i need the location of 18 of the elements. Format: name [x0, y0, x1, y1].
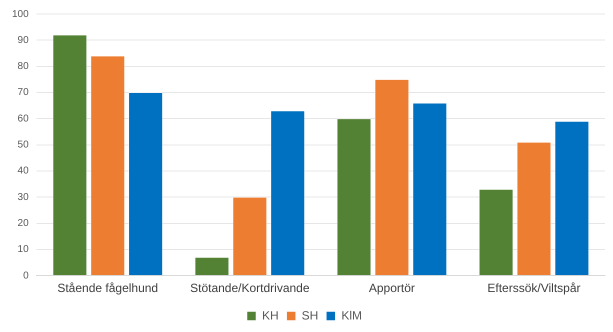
legend-label: SH [302, 308, 318, 322]
x-tick-label: Stående fågelhund [57, 281, 158, 296]
legend-label: KlM [341, 308, 362, 322]
y-tick-label: 100 [12, 8, 30, 20]
y-tick-label: 30 [18, 192, 30, 203]
y-tick-label: 80 [18, 61, 30, 72]
x-tick-label: Efterssök/Viltspår [487, 281, 581, 296]
legend-label: KH [262, 308, 279, 322]
y-tick-label: 20 [18, 218, 30, 230]
x-tick-label: Apportör [368, 281, 415, 296]
y-tick-label: 70 [18, 87, 30, 98]
y-tick-label: 50 [18, 140, 30, 151]
y-tick-label: 60 [18, 113, 30, 124]
y-tick-label: 40 [18, 166, 30, 177]
y-tick-label: 0 [23, 270, 30, 282]
x-tick-label: Stötande/Kortdrivande [190, 281, 310, 296]
y-tick-label: 90 [18, 34, 30, 46]
y-tick-label: 10 [18, 244, 30, 256]
